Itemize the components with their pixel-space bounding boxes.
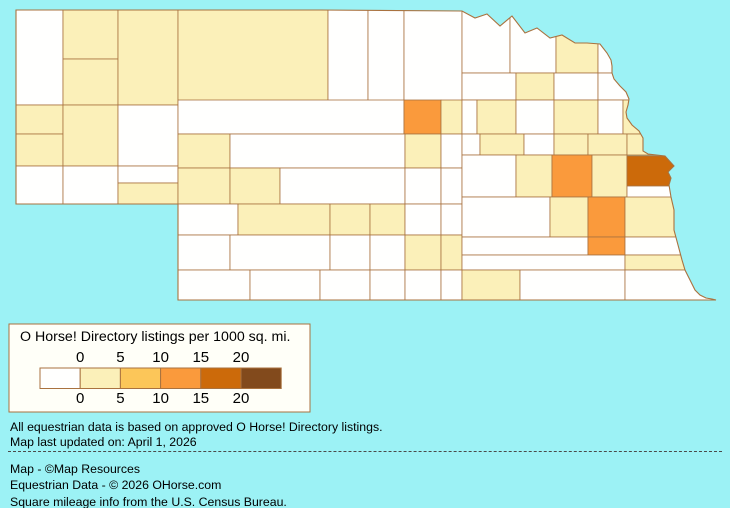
svg-text:5: 5 bbox=[116, 390, 124, 407]
svg-text:O Horse! Directory listings pe: O Horse! Directory listings per 1000 sq.… bbox=[20, 329, 290, 345]
svg-text:0: 0 bbox=[76, 390, 84, 407]
svg-text:15: 15 bbox=[192, 390, 209, 407]
svg-text:0: 0 bbox=[76, 349, 84, 366]
svg-text:10: 10 bbox=[152, 390, 169, 407]
svg-text:15: 15 bbox=[192, 349, 209, 366]
svg-text:20: 20 bbox=[233, 349, 250, 366]
svg-text:20: 20 bbox=[233, 390, 250, 407]
svg-text:5: 5 bbox=[116, 349, 124, 366]
svg-text:10: 10 bbox=[152, 349, 169, 366]
